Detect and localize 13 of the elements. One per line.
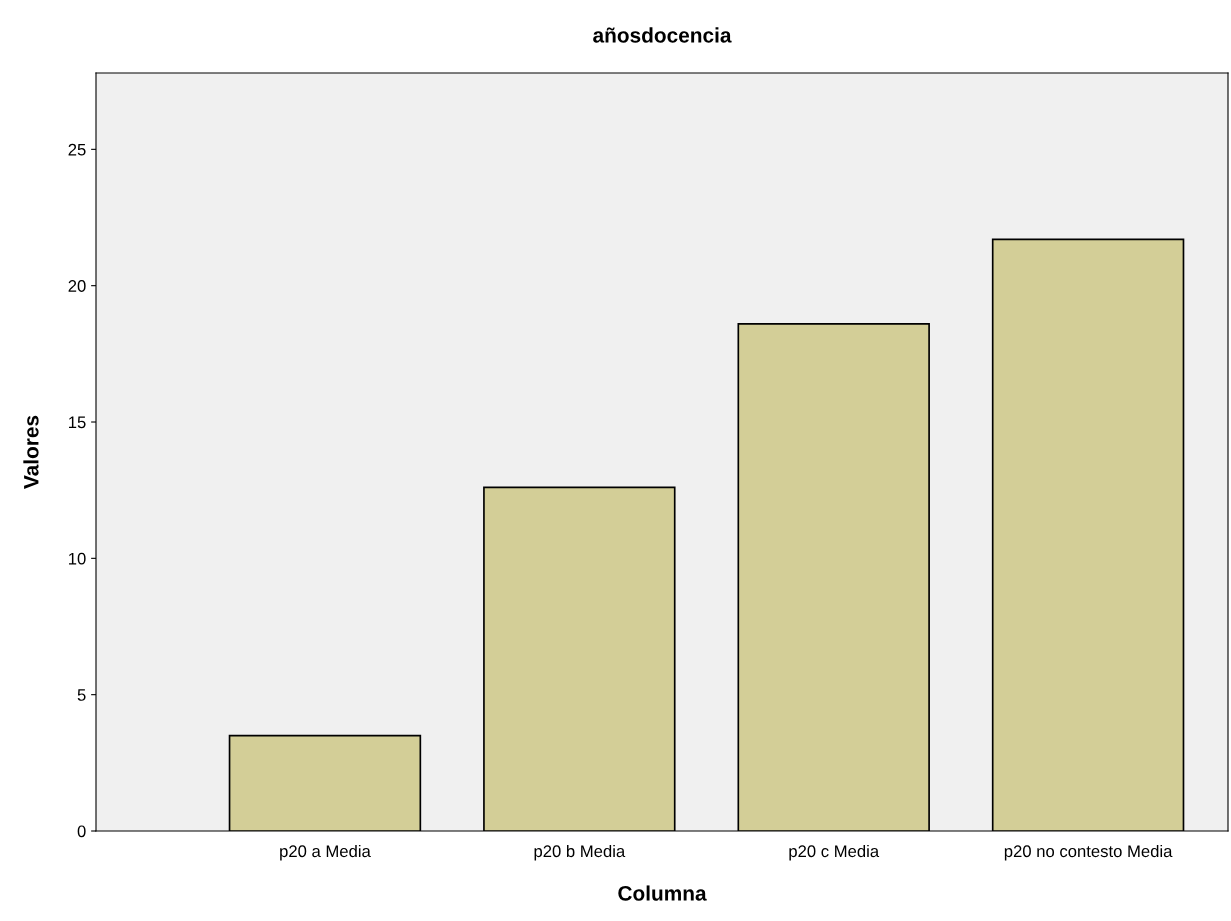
y-tick-label: 15	[69, 416, 86, 429]
x-tick-label: p20 b Media	[534, 844, 626, 861]
x-tick-label: p20 no contesto Media	[1004, 844, 1173, 861]
x-axis-title: Columna	[618, 885, 707, 901]
x-tick-label: p20 a Media	[280, 844, 371, 861]
y-tick-label: 25	[68, 143, 86, 156]
y-tick-label: 20	[68, 280, 86, 292]
chart-title: añosdocencia	[593, 27, 732, 43]
y-tick-label: 0	[77, 825, 86, 838]
y-tick-label: 10	[69, 552, 86, 565]
y-tick-label: 5	[77, 689, 86, 701]
x-tick-label: p20 c Media	[789, 844, 880, 861]
y-axis-title: Valores	[23, 415, 39, 489]
